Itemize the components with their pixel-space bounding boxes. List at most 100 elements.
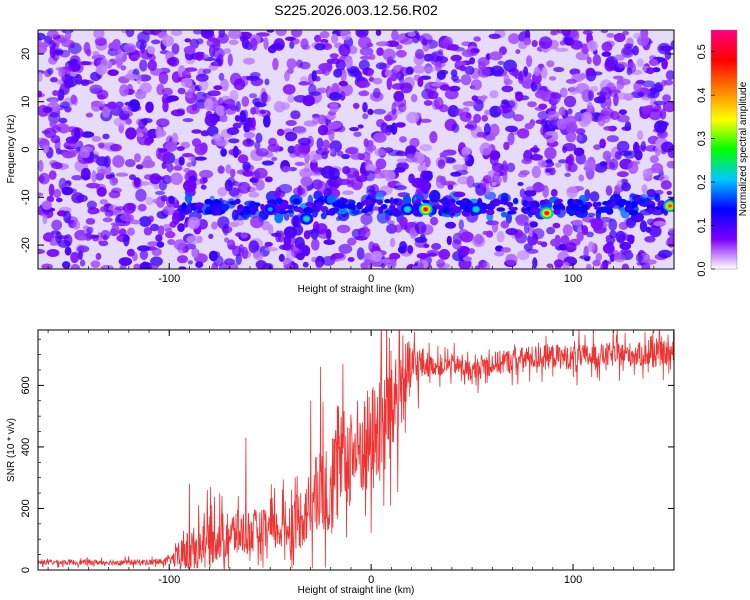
heatmap-cell xyxy=(147,59,157,71)
heatmap-cell xyxy=(515,49,521,54)
heatmap-cell xyxy=(409,137,420,148)
heatmap-band-cell xyxy=(506,202,514,207)
heatmap-cell xyxy=(200,184,207,190)
heatmap-cell xyxy=(48,170,57,180)
snr-axes: -100 0 100 0 200 400 600 xyxy=(20,330,675,586)
heatmap-cell xyxy=(603,125,614,131)
heatmap-cell xyxy=(187,260,193,265)
heatmap-cell xyxy=(394,185,407,191)
heatmap-cell xyxy=(71,192,85,204)
heatmap-cell xyxy=(139,82,152,94)
heatmap-cell xyxy=(666,160,674,169)
heatmap-cell xyxy=(237,154,249,164)
heatmap-cell xyxy=(616,78,625,90)
colorbar-tick-label: 0.5 xyxy=(696,44,708,59)
heatmap-cell xyxy=(184,38,192,43)
heatmap-cell xyxy=(395,122,406,128)
heatmap-cell xyxy=(80,149,90,159)
heatmap-band-cell xyxy=(508,206,515,211)
heatmap-cell xyxy=(61,186,74,196)
heatmap-cell xyxy=(243,57,256,65)
colorbar-gradient xyxy=(711,30,737,269)
colorbar-tick-label: 0.3 xyxy=(696,131,708,146)
heatmap-cell xyxy=(601,41,613,52)
y-tick-label: -20 xyxy=(20,237,32,253)
heatmap-cell xyxy=(178,156,185,166)
heatmap-cell xyxy=(391,30,399,41)
heatmap-cell xyxy=(102,234,108,241)
heatmap-cell xyxy=(502,105,509,114)
heatmap-cell xyxy=(168,195,175,205)
heatmap-cell xyxy=(170,30,183,36)
heatmap-cell xyxy=(172,165,183,171)
heatmap-cell xyxy=(362,151,371,162)
heatmap-cell xyxy=(500,247,511,253)
heatmap-cell xyxy=(502,170,508,183)
heatmap-cell xyxy=(365,163,377,172)
x-tick-label: -100 xyxy=(158,574,180,586)
heatmap-cell xyxy=(200,130,210,137)
heatmap-cell xyxy=(98,240,109,247)
heatmap-cell xyxy=(616,114,630,123)
heatmap-cell xyxy=(285,36,296,41)
heatmap-cell xyxy=(209,44,216,58)
heatmap-peak xyxy=(469,203,483,216)
snr-panel: -100 0 100 0 200 400 600 Height of straight li… xyxy=(6,329,675,596)
heatmap-cell xyxy=(156,118,170,128)
heatmap-cell xyxy=(554,264,562,269)
heatmap-cell xyxy=(345,167,360,178)
heatmap-cell xyxy=(358,80,371,88)
heatmap-cell xyxy=(369,54,376,60)
heatmap-cell xyxy=(621,263,630,269)
snr-background xyxy=(38,330,674,570)
heatmap-cell xyxy=(464,65,475,75)
heatmap-cell xyxy=(516,250,530,261)
heatmap-cell xyxy=(351,228,361,239)
heatmap-cell xyxy=(367,68,374,78)
heatmap-cell xyxy=(143,155,153,168)
heatmap-cell xyxy=(541,66,548,79)
heatmap-band-cell xyxy=(513,207,518,211)
heatmap-cell xyxy=(317,124,329,136)
heatmap-cell xyxy=(595,252,603,262)
heatmap-cell xyxy=(186,235,201,245)
heatmap-cell xyxy=(389,252,401,260)
heatmap-cell xyxy=(86,200,97,210)
y-tick-label: 400 xyxy=(20,438,32,456)
heatmap-band-cell xyxy=(647,207,654,214)
colorbar-tick-label: 0.2 xyxy=(696,174,708,189)
heatmap-band-cell xyxy=(275,197,283,204)
heatmap-cell xyxy=(38,71,43,83)
heatmap-cell xyxy=(58,67,66,78)
heatmap-cell xyxy=(170,172,183,185)
heatmap-cell xyxy=(92,50,100,56)
heatmap-cell xyxy=(391,102,397,116)
heatmap-peak xyxy=(400,203,415,216)
heatmap-cell xyxy=(567,153,575,167)
heatmap-cell xyxy=(263,114,271,128)
heatmap-cell xyxy=(471,95,479,102)
heatmap-cell xyxy=(291,30,303,38)
heatmap-cell xyxy=(439,151,449,158)
heatmap-cell xyxy=(646,67,655,75)
heatmap-cell xyxy=(252,250,264,261)
heatmap-cell xyxy=(327,121,342,130)
heatmap-cell xyxy=(72,220,81,230)
heatmap-cell xyxy=(590,218,604,230)
heatmap-cell xyxy=(624,121,632,131)
heatmap-cell xyxy=(545,168,552,173)
heatmap-cell xyxy=(191,129,202,134)
heatmap-cell xyxy=(53,188,62,199)
heatmap-cell xyxy=(374,172,386,179)
heatmap-cell xyxy=(517,128,530,139)
heatmap-cell xyxy=(625,217,637,229)
heatmap-cell xyxy=(653,220,667,227)
heatmap-cell xyxy=(569,68,581,76)
heatmap-cell xyxy=(60,101,70,109)
heatmap-cell xyxy=(641,80,655,88)
heatmap-cell xyxy=(132,252,138,262)
heatmap-cell xyxy=(228,138,240,144)
heatmap-cell xyxy=(588,160,597,171)
